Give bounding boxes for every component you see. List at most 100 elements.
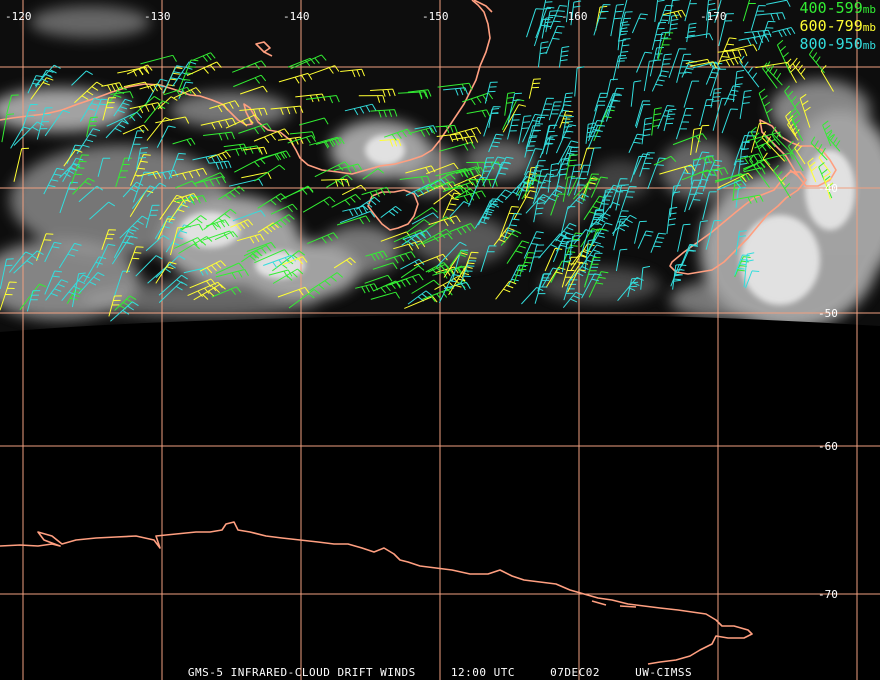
wind-barb xyxy=(663,108,677,132)
wind-barb xyxy=(309,272,344,292)
wind-barb xyxy=(675,107,694,140)
wind-barb xyxy=(594,92,608,112)
wind-barb xyxy=(771,27,796,38)
wind-barb xyxy=(580,244,604,268)
wind-barb xyxy=(506,240,530,264)
wind-barb xyxy=(105,120,129,139)
wind-barb xyxy=(384,128,412,141)
wind-barb xyxy=(485,189,512,212)
wind-barb xyxy=(685,33,714,41)
wind-barb xyxy=(449,223,476,236)
wind-barb xyxy=(228,178,264,187)
wind-barb xyxy=(588,271,609,298)
wind-barb xyxy=(719,56,743,67)
wind-barb xyxy=(442,181,477,193)
wind-barb xyxy=(545,25,565,55)
legend-entry-800-950: 800-950mb xyxy=(800,36,876,54)
wind-barb xyxy=(573,164,591,196)
wind-barb xyxy=(792,57,806,80)
wind-barb xyxy=(539,0,553,26)
wind-barb xyxy=(155,116,190,124)
wind-barb xyxy=(114,295,137,311)
wind-barb xyxy=(585,122,596,144)
wind-barb xyxy=(416,228,452,246)
wind-barb xyxy=(533,18,551,47)
wind-barb xyxy=(234,158,266,173)
wind-barb xyxy=(676,53,692,83)
wind-barb xyxy=(71,272,86,308)
wind-barb xyxy=(411,279,440,294)
wind-barb xyxy=(454,190,486,203)
wind-barb xyxy=(529,244,545,273)
wind-barb xyxy=(21,103,38,131)
wind-barb xyxy=(784,85,801,116)
wind-barb xyxy=(140,54,177,65)
wind-barb xyxy=(668,48,687,79)
wind-barb xyxy=(155,261,177,284)
wind-barb xyxy=(76,128,101,154)
image-date: 07DEC02 xyxy=(550,666,601,679)
wind-barb xyxy=(686,22,697,43)
wind-barb xyxy=(379,138,402,147)
wind-barb xyxy=(659,164,696,175)
wind-barb xyxy=(370,109,398,118)
wind-barb xyxy=(518,115,532,144)
wind-barb xyxy=(108,295,122,317)
wind-barb xyxy=(129,102,162,114)
wind-barb xyxy=(356,196,381,211)
wind-barb xyxy=(186,61,222,77)
wind-barb xyxy=(742,0,756,22)
wind-barb xyxy=(620,186,637,211)
wind-barb xyxy=(633,153,651,175)
wind-barb xyxy=(634,220,647,244)
wind-barb xyxy=(101,229,116,250)
wind-barb xyxy=(466,109,491,118)
wind-barb xyxy=(562,291,583,309)
wind-barb xyxy=(519,252,536,276)
wind-barb xyxy=(744,29,772,39)
wind-barb xyxy=(732,69,745,102)
wind-barb xyxy=(810,136,828,161)
wind-barb xyxy=(253,128,290,144)
wind-barb xyxy=(637,230,654,249)
wind-barb xyxy=(481,157,495,179)
wind-barb xyxy=(692,61,721,70)
wind-barb xyxy=(215,262,244,274)
wind-barb xyxy=(507,113,521,140)
wind-barb xyxy=(175,193,199,204)
wind-barb xyxy=(63,149,83,167)
wind-barb xyxy=(44,241,62,263)
wind-barb xyxy=(236,233,265,244)
wind-barb xyxy=(6,94,19,115)
wind-barb xyxy=(178,236,213,254)
wind-barb xyxy=(672,133,708,146)
legend-range: 400-599 xyxy=(799,0,863,17)
wind-barb xyxy=(681,244,699,267)
wind-barb xyxy=(460,260,477,285)
wind-barb xyxy=(168,199,192,223)
wind-barb xyxy=(158,274,188,296)
wind-barb xyxy=(628,133,645,154)
wind-barb xyxy=(651,70,669,92)
wind-barb xyxy=(466,178,498,187)
lat-label: -60 xyxy=(818,440,838,453)
wind-barb xyxy=(421,233,453,245)
wind-barb xyxy=(408,127,436,137)
wind-barb xyxy=(211,286,242,298)
wind-barb xyxy=(270,105,304,115)
wind-barb xyxy=(706,0,716,21)
wind-barb xyxy=(560,206,576,236)
wind-barb xyxy=(548,101,562,121)
wind-barb xyxy=(559,110,574,129)
wind-barb xyxy=(139,83,162,93)
wind-barb xyxy=(657,32,674,61)
wind-barb xyxy=(565,0,570,23)
wind-barb xyxy=(175,180,198,189)
wind-barb xyxy=(572,176,601,200)
wind-barb xyxy=(218,185,245,201)
new-zealand-north-coastline xyxy=(759,119,837,187)
wind-barb xyxy=(175,195,207,205)
wind-barb xyxy=(443,87,469,96)
wind-barb xyxy=(590,176,608,198)
